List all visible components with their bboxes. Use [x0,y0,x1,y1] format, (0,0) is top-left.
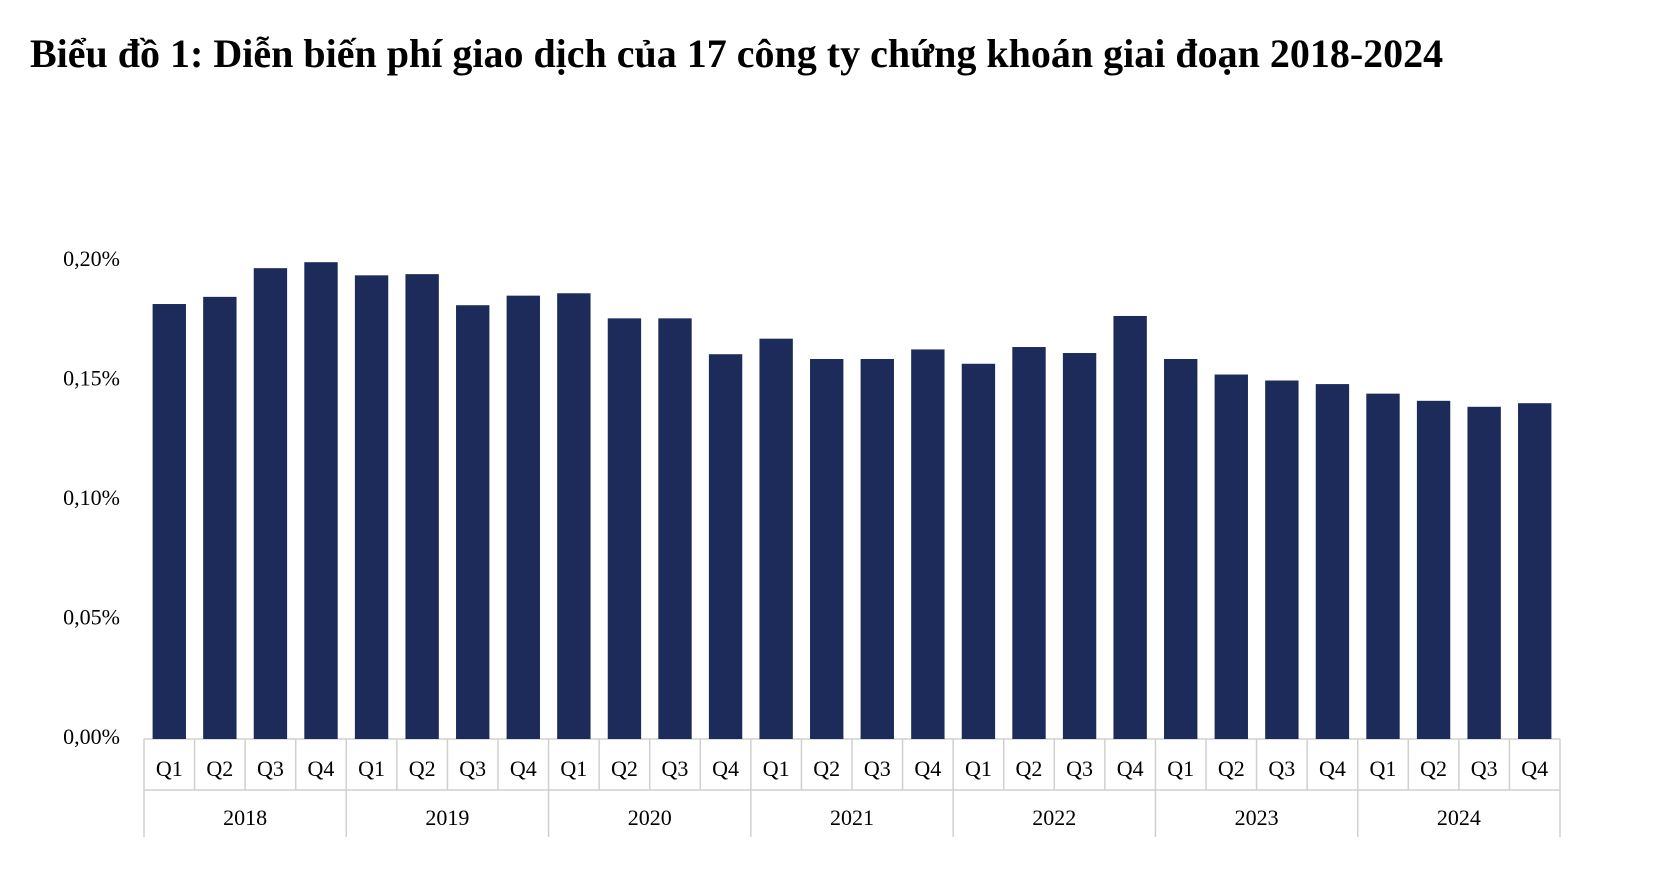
bar [1214,374,1248,739]
bar [860,358,894,739]
x-group-label: 2020 [628,805,672,830]
x-tick-label: Q3 [864,756,891,781]
bar [304,262,338,739]
x-group-label: 2024 [1437,805,1481,830]
x-tick-label: Q2 [813,756,840,781]
x-tick-label: Q4 [308,756,335,781]
y-tick-label: 0,10% [63,485,120,510]
bar [1113,315,1147,739]
x-tick-label: Q2 [1016,756,1043,781]
x-group-label: 2021 [830,805,874,830]
x-tick-label: Q3 [1268,756,1295,781]
x-group-label: 2022 [1032,805,1076,830]
bar [1164,358,1198,739]
x-tick-label: Q1 [1370,756,1397,781]
x-tick-label: Q3 [1471,756,1498,781]
x-tick-label: Q1 [965,756,992,781]
x-tick-label: Q1 [358,756,385,781]
bar [1315,384,1350,739]
bar [607,318,642,739]
x-group-label: 2019 [425,805,469,830]
y-tick-label: 0,05% [63,605,120,630]
x-tick-label: Q4 [914,756,941,781]
x-tick-label: Q4 [510,756,537,781]
bar [658,318,692,739]
bar [557,293,591,739]
x-tick-label: Q3 [257,756,284,781]
x-tick-label: Q4 [712,756,739,781]
bar [810,358,844,739]
bar [1265,380,1299,739]
y-tick-label: 0,15% [63,366,120,391]
bar [405,274,439,739]
x-tick-label: Q4 [1521,756,1548,781]
x-tick-label: Q2 [1218,756,1245,781]
y-tick-label: 0,00% [63,724,120,749]
bar [354,275,389,739]
bar [152,304,186,739]
x-tick-label: Q2 [409,756,436,781]
y-tick-label: 0,20% [63,246,120,271]
x-group-label: 2018 [223,805,267,830]
bar [911,349,945,739]
x-tick-label: Q2 [611,756,638,781]
bar [253,268,288,739]
bar [456,305,490,739]
x-tick-label: Q1 [156,756,183,781]
x-tick-label: Q3 [459,756,486,781]
bar [961,363,996,739]
bar [1467,406,1501,739]
bar [708,354,743,739]
bar [1366,393,1400,739]
chart-title: Biểu đồ 1: Diễn biến phí giao dịch của 1… [30,31,1444,76]
bar [1416,400,1451,739]
x-tick-label: Q2 [1420,756,1447,781]
bar [506,295,540,739]
bar [1062,353,1097,739]
x-group-label: 2023 [1235,805,1279,830]
x-tick-label: Q1 [763,756,790,781]
bar [1012,347,1046,739]
x-tick-label: Q2 [206,756,233,781]
x-tick-label: Q4 [1319,756,1346,781]
bar [1518,403,1552,739]
x-tick-label: Q3 [1066,756,1093,781]
bar [203,296,237,739]
x-tick-label: Q1 [560,756,587,781]
x-tick-label: Q3 [662,756,689,781]
x-tick-label: Q1 [1167,756,1194,781]
x-tick-label: Q4 [1117,756,1144,781]
bar [759,338,793,739]
